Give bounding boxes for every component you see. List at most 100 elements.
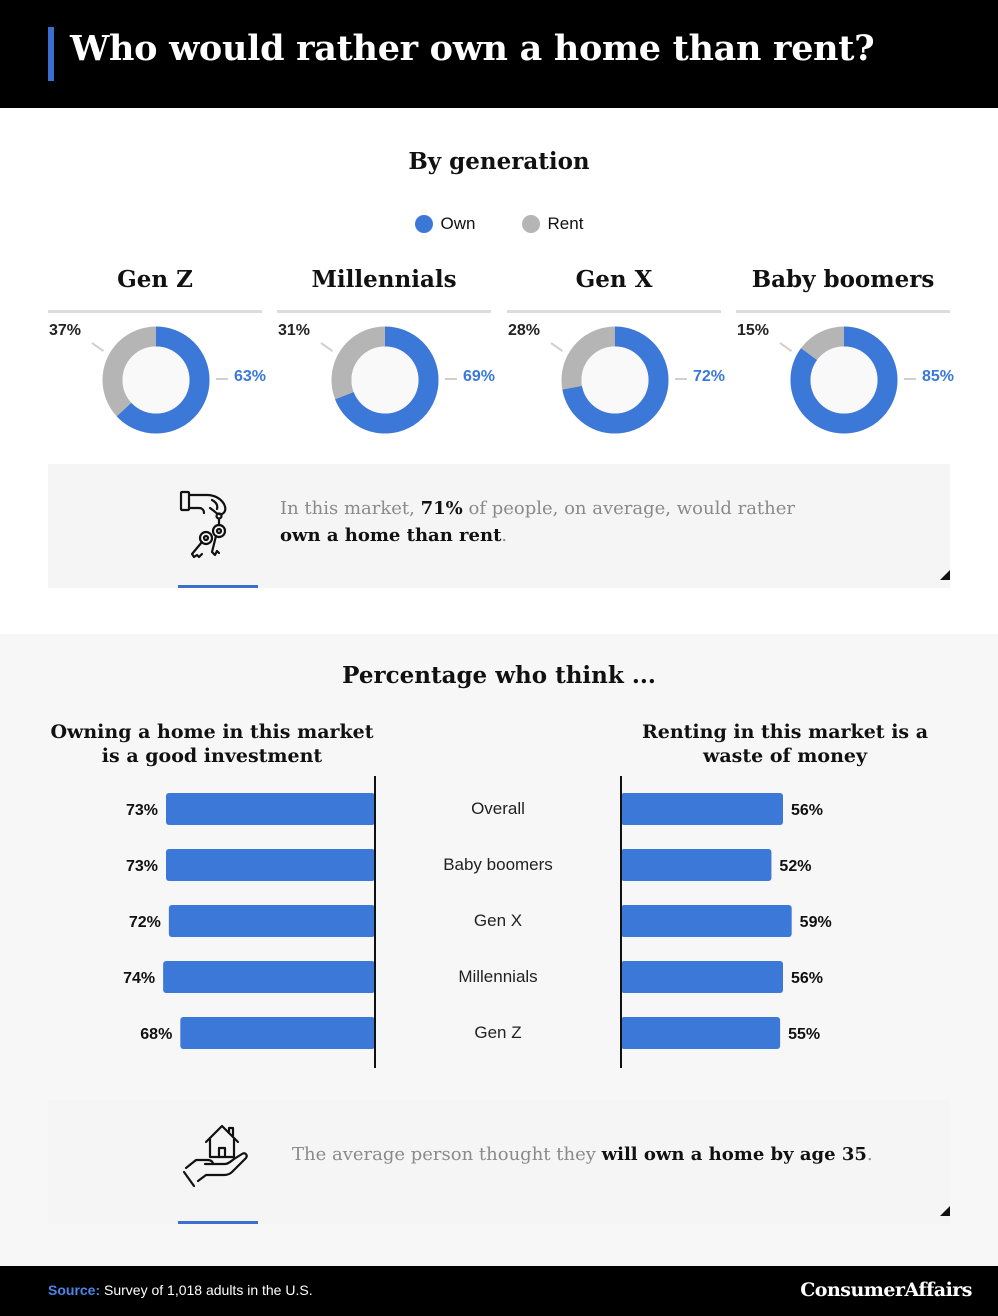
bar-label-waste-of-money-overall: 56%: [791, 802, 823, 819]
donut-hole: [351, 346, 419, 414]
donut-own-leader: [445, 378, 457, 380]
donut-slice-own-millennials: [331, 326, 439, 434]
donut-baby-boomers: Baby boomers 15% 85%: [736, 262, 954, 442]
donut-hole: [581, 346, 649, 414]
bar-waste-of-money-millennials: [621, 961, 783, 993]
callout-own-text: In this market, 71% of people, on averag…: [280, 495, 820, 549]
donut-title-rule: [48, 310, 262, 313]
bar-waste-of-money-gen-z: [621, 1017, 781, 1049]
footer-bar: Source: Survey of 1,018 adults in the U.…: [0, 1266, 998, 1316]
donut-title-gen-x: Gen X: [575, 266, 653, 293]
callout-age-text-post: .: [866, 1144, 873, 1165]
bar-label-waste-of-money-millennials: 56%: [791, 970, 823, 987]
callout-accent-underline: [178, 1221, 258, 1224]
brand-logo: ConsumerAffairs: [800, 1279, 972, 1301]
legend-label-own: Own: [440, 214, 476, 233]
legend-dot-own: [414, 215, 433, 233]
donut-ring-baby-boomers: [790, 326, 898, 434]
category-label-gen-z: Gen Z: [474, 1023, 521, 1042]
title-accent-bar: [48, 27, 54, 81]
bar-label-good-investment-baby-boomers: 73%: [126, 858, 158, 875]
donut-title-millennials: Millennials: [311, 266, 457, 293]
donut-hole: [122, 346, 190, 414]
legend-item-own: Own: [414, 214, 476, 234]
legend-label-rent: Rent: [547, 214, 584, 233]
bar-good-investment-millennials: [163, 961, 375, 993]
callout-own-text-pre: In this market,: [280, 498, 421, 519]
donut-title-rule: [507, 310, 721, 313]
donut-own-label-gen-z: 63%: [234, 368, 267, 385]
section-title-by-generation: By generation: [408, 148, 590, 175]
bar-label-good-investment-millennials: 74%: [123, 970, 155, 987]
callout-own-text-mid: of people, on average, would rather: [462, 498, 796, 519]
callout-corner-mark: [940, 1206, 950, 1216]
donut-hole: [810, 346, 878, 414]
callout-own-bold: own a home than rent: [280, 525, 502, 546]
donut-own-leader: [904, 378, 916, 380]
left-chart-axis: [374, 776, 376, 1068]
donut-own-label-millennials: 69%: [463, 368, 496, 385]
source-note: Source: Survey of 1,018 adults in the U.…: [48, 1282, 313, 1298]
donut-own-label-gen-x: 72%: [693, 368, 726, 385]
bar-good-investment-gen-z: [180, 1017, 375, 1049]
donut-rent-label-millennials: 31%: [278, 322, 311, 339]
donut-title-baby-boomers: Baby boomers: [751, 266, 935, 293]
bar-label-good-investment-gen-z: 68%: [140, 1026, 172, 1043]
source-label: Source:: [48, 1282, 101, 1298]
legend-item-rent: Rent: [521, 214, 584, 234]
bar-label-good-investment-overall: 73%: [126, 802, 158, 819]
hand-keys-icon: [179, 490, 227, 559]
category-label-overall: Overall: [471, 799, 525, 818]
donut-slice-own-gen-x: [561, 326, 669, 434]
donut-legend: Own Rent: [0, 214, 998, 234]
donut-own-leader: [216, 378, 228, 380]
bar-good-investment-baby-boomers: [166, 849, 375, 881]
category-label-millennials: Millennials: [458, 967, 537, 986]
right-chart-title: Renting in this market is a waste of mon…: [641, 721, 929, 767]
callout-age-text: The average person thought they will own…: [292, 1141, 892, 1168]
donut-title-gen-z: Gen Z: [117, 266, 193, 293]
donut-ring-gen-z: [102, 326, 210, 434]
callout-corner-mark: [940, 570, 950, 580]
donut-own-label-baby-boomers: 85%: [922, 368, 955, 385]
legend-dot-rent: [521, 215, 540, 233]
header-bar: Who would rather own a home than rent?: [0, 0, 998, 108]
bar-waste-of-money-overall: [621, 793, 783, 825]
donut-title-rule: [277, 310, 491, 313]
donut-rent-label-baby-boomers: 15%: [737, 322, 770, 339]
donut-ring-gen-x: [561, 326, 669, 434]
callout-accent-underline: [178, 585, 258, 588]
bar-label-waste-of-money-gen-z: 55%: [788, 1026, 820, 1043]
donut-gen-z: Gen Z 37% 63%: [48, 262, 266, 442]
hand-house-icon: [182, 1124, 248, 1188]
donut-millennials: Millennials 31% 69%: [277, 262, 495, 442]
category-label-baby-boomers: Baby boomers: [443, 855, 553, 874]
right-chart-axis: [620, 776, 622, 1068]
callout-own-highlight: 71%: [420, 498, 463, 519]
callout-own-text-post: .: [501, 525, 508, 546]
bar-waste-of-money-baby-boomers: [621, 849, 772, 881]
donut-own-leader: [675, 378, 687, 380]
category-label-gen-x: Gen X: [474, 911, 522, 930]
donut-ring-millennials: [331, 326, 439, 434]
callout-age-text-pre: The average person thought they: [292, 1144, 602, 1165]
callout-own-rather-than-rent: In this market, 71% of people, on averag…: [48, 464, 950, 588]
callout-age-bold: will own a home by age 35: [601, 1144, 867, 1165]
bar-good-investment-overall: [166, 793, 375, 825]
bar-label-waste-of-money-baby-boomers: 52%: [779, 858, 811, 875]
donut-gen-x: Gen X 28% 72%: [507, 262, 725, 442]
page-title: Who would rather own a home than rent?: [70, 28, 875, 69]
source-text: Survey of 1,018 adults in the U.S.: [100, 1282, 313, 1298]
bar-waste-of-money-gen-x: [621, 905, 792, 937]
bar-label-waste-of-money-gen-x: 59%: [800, 914, 832, 931]
section-title-percentage-who-think: Percentage who think ...: [342, 662, 656, 689]
donut-title-rule: [736, 310, 950, 313]
bar-label-good-investment-gen-x: 72%: [129, 914, 161, 931]
donut-slice-own-gen-z: [102, 326, 210, 434]
donut-rent-label-gen-x: 28%: [508, 322, 541, 339]
callout-own-by-age: The average person thought they will own…: [48, 1100, 950, 1224]
bar-good-investment-gen-x: [168, 905, 375, 937]
donut-slice-own-baby-boomers: [790, 326, 898, 434]
left-chart-title: Owning a home in this market is a good i…: [50, 721, 374, 767]
